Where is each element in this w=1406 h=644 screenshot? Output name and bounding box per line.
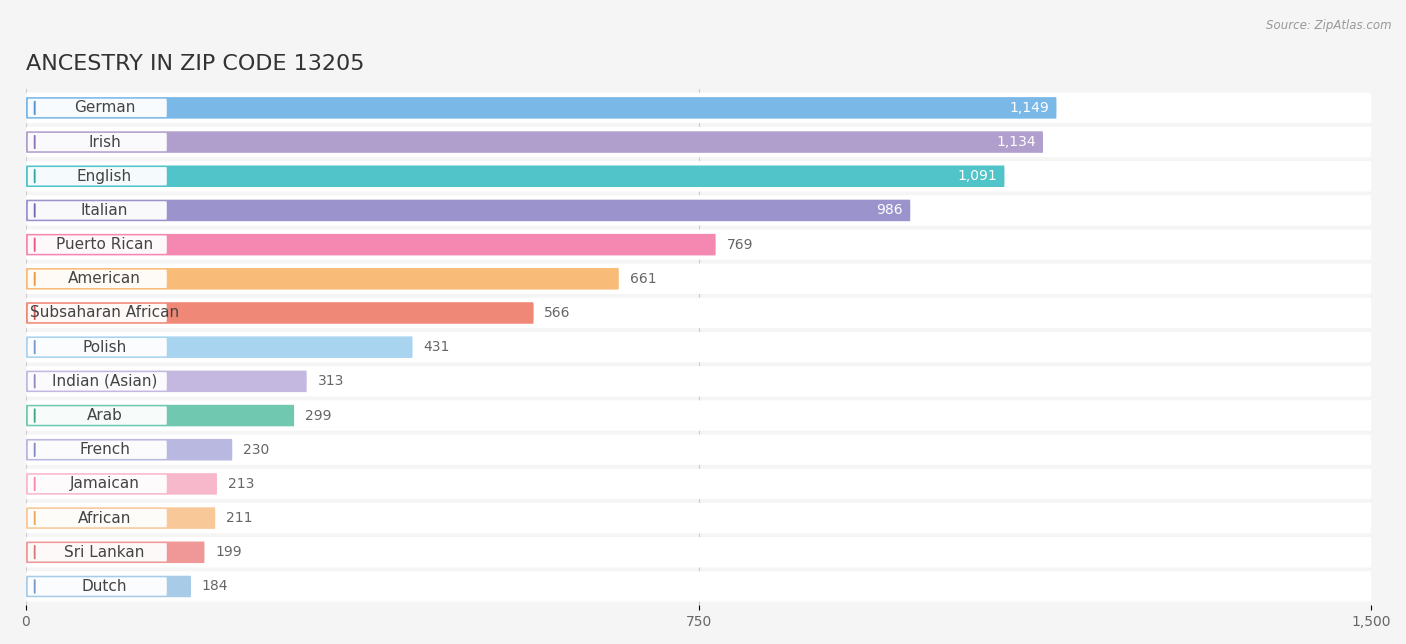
Text: Dutch: Dutch (82, 579, 127, 594)
Text: 1,149: 1,149 (1010, 101, 1049, 115)
Text: 230: 230 (243, 442, 270, 457)
FancyBboxPatch shape (25, 97, 1056, 118)
Text: 313: 313 (318, 374, 344, 388)
FancyBboxPatch shape (25, 234, 716, 256)
Text: Italian: Italian (80, 203, 128, 218)
FancyBboxPatch shape (28, 99, 167, 117)
FancyBboxPatch shape (25, 263, 1371, 294)
Text: 211: 211 (226, 511, 253, 525)
Text: 1,134: 1,134 (997, 135, 1036, 149)
FancyBboxPatch shape (25, 332, 1371, 363)
FancyBboxPatch shape (25, 469, 1371, 499)
Text: African: African (77, 511, 131, 526)
FancyBboxPatch shape (25, 336, 412, 358)
Text: Indian (Asian): Indian (Asian) (52, 374, 157, 389)
Text: Jamaican: Jamaican (69, 477, 139, 491)
Text: Subsaharan African: Subsaharan African (30, 305, 179, 321)
FancyBboxPatch shape (25, 127, 1371, 157)
FancyBboxPatch shape (28, 372, 167, 390)
FancyBboxPatch shape (25, 401, 1371, 431)
FancyBboxPatch shape (25, 302, 534, 324)
FancyBboxPatch shape (25, 366, 1371, 397)
FancyBboxPatch shape (25, 195, 1371, 225)
FancyBboxPatch shape (28, 406, 167, 425)
Text: 213: 213 (228, 477, 254, 491)
FancyBboxPatch shape (28, 440, 167, 459)
FancyBboxPatch shape (25, 571, 1371, 601)
Text: Irish: Irish (89, 135, 121, 149)
Text: 184: 184 (202, 580, 228, 594)
FancyBboxPatch shape (28, 202, 167, 220)
FancyBboxPatch shape (28, 577, 167, 596)
FancyBboxPatch shape (25, 507, 215, 529)
Text: 1,091: 1,091 (957, 169, 997, 184)
FancyBboxPatch shape (25, 435, 1371, 465)
Text: 431: 431 (423, 340, 450, 354)
FancyBboxPatch shape (25, 229, 1371, 260)
FancyBboxPatch shape (25, 131, 1043, 153)
Text: 299: 299 (305, 408, 332, 422)
FancyBboxPatch shape (28, 304, 167, 322)
Text: German: German (73, 100, 135, 115)
FancyBboxPatch shape (25, 405, 294, 426)
FancyBboxPatch shape (25, 370, 307, 392)
Text: Arab: Arab (87, 408, 122, 423)
Text: English: English (77, 169, 132, 184)
FancyBboxPatch shape (25, 166, 1004, 187)
FancyBboxPatch shape (25, 542, 204, 563)
FancyBboxPatch shape (25, 298, 1371, 328)
Text: 986: 986 (876, 204, 903, 218)
Text: Polish: Polish (83, 339, 127, 355)
Text: Puerto Rican: Puerto Rican (56, 237, 153, 252)
FancyBboxPatch shape (25, 473, 217, 495)
FancyBboxPatch shape (28, 475, 167, 493)
FancyBboxPatch shape (25, 537, 1371, 567)
Text: French: French (79, 442, 129, 457)
FancyBboxPatch shape (28, 338, 167, 356)
FancyBboxPatch shape (28, 270, 167, 288)
Text: Sri Lankan: Sri Lankan (65, 545, 145, 560)
Text: 566: 566 (544, 306, 571, 320)
Text: 199: 199 (215, 545, 242, 559)
Text: 769: 769 (727, 238, 754, 252)
Text: 661: 661 (630, 272, 657, 286)
FancyBboxPatch shape (28, 509, 167, 527)
FancyBboxPatch shape (28, 543, 167, 562)
Text: ANCESTRY IN ZIP CODE 13205: ANCESTRY IN ZIP CODE 13205 (25, 53, 364, 73)
FancyBboxPatch shape (25, 200, 910, 221)
FancyBboxPatch shape (28, 236, 167, 254)
Text: American: American (67, 271, 141, 287)
FancyBboxPatch shape (25, 93, 1371, 123)
FancyBboxPatch shape (25, 439, 232, 460)
FancyBboxPatch shape (25, 268, 619, 290)
FancyBboxPatch shape (28, 133, 167, 151)
FancyBboxPatch shape (25, 576, 191, 597)
FancyBboxPatch shape (25, 503, 1371, 533)
FancyBboxPatch shape (28, 167, 167, 185)
FancyBboxPatch shape (25, 161, 1371, 191)
Text: Source: ZipAtlas.com: Source: ZipAtlas.com (1267, 19, 1392, 32)
